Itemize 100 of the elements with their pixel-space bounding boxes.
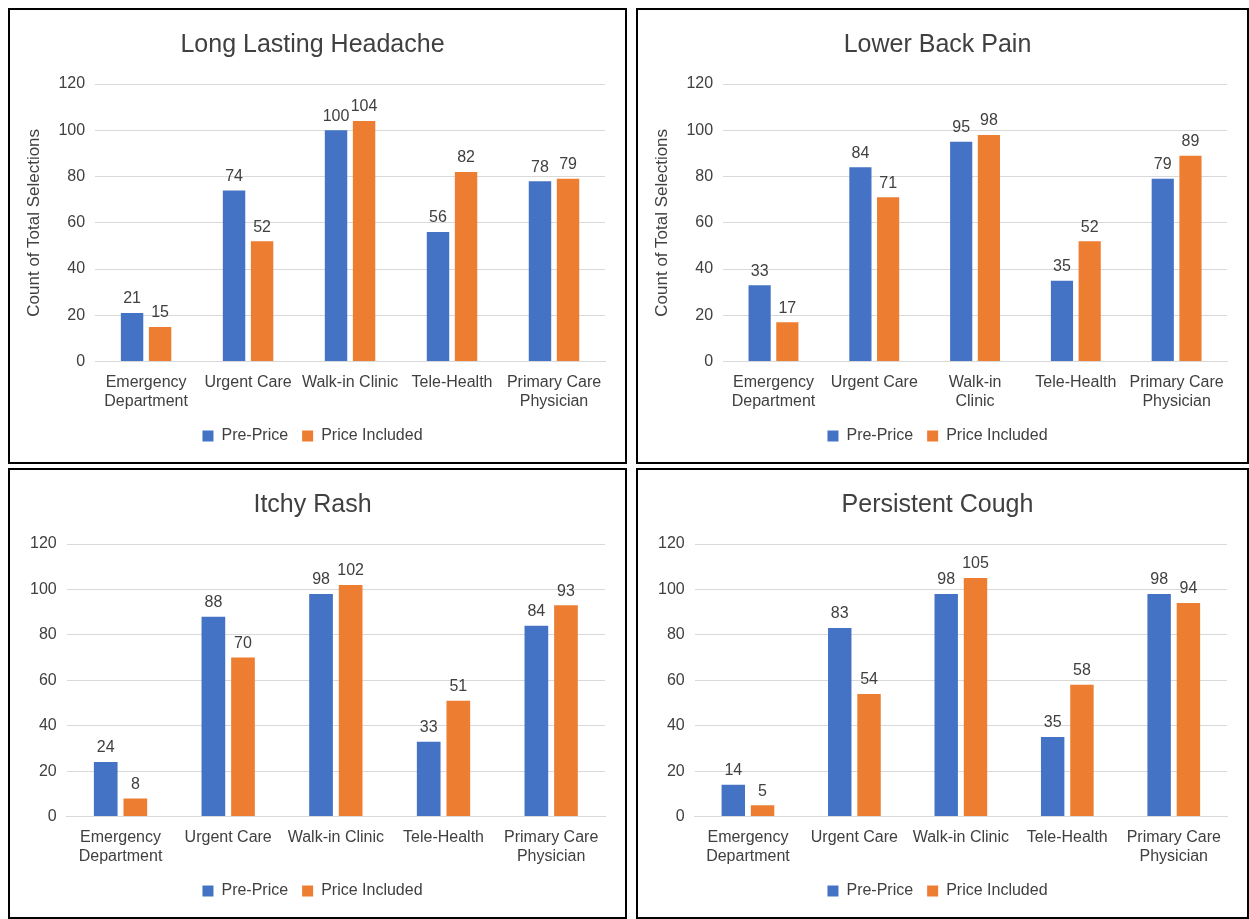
y-axis-title: Count of Total Selections <box>23 128 43 317</box>
data-label: 14 <box>724 761 743 779</box>
y-tick-label: 120 <box>686 74 714 92</box>
bar <box>877 197 900 362</box>
data-label: 84 <box>851 143 870 161</box>
data-label: 100 <box>322 106 350 124</box>
bar <box>828 628 852 817</box>
y-tick-label: 0 <box>76 352 86 370</box>
bar <box>963 578 988 817</box>
data-label: 98 <box>980 111 998 129</box>
bar <box>776 322 799 362</box>
data-label: 70 <box>234 633 252 651</box>
data-label: 51 <box>449 677 468 695</box>
data-label: 33 <box>419 718 438 736</box>
bar <box>352 121 376 362</box>
y-tick-label: 100 <box>657 579 685 597</box>
bar <box>324 130 348 362</box>
data-label: 104 <box>350 97 378 115</box>
bar <box>416 741 441 817</box>
data-label: 82 <box>457 148 476 166</box>
bar <box>950 141 973 362</box>
y-tick-label: 80 <box>695 166 714 184</box>
bar <box>93 762 118 817</box>
bar <box>849 167 872 362</box>
y-tick-label: 40 <box>666 716 685 734</box>
data-label: 17 <box>778 298 797 316</box>
bar <box>1040 737 1065 817</box>
bar <box>556 178 580 362</box>
x-tick-label: Primary Care Physician <box>506 372 602 409</box>
data-label: 88 <box>204 593 223 611</box>
y-tick-label: 60 <box>67 213 86 231</box>
data-label: 71 <box>879 173 898 191</box>
bar <box>721 784 745 817</box>
x-tick-label: Emergency Department <box>731 372 816 409</box>
data-label: 54 <box>860 670 879 688</box>
x-tick-label: Walk-in Clinic <box>912 827 1009 845</box>
bar <box>524 625 549 817</box>
x-tick-label: Urgent Care <box>184 827 272 845</box>
y-tick-label: 40 <box>67 259 86 277</box>
chart-title: Lower Back Pain <box>843 28 1032 57</box>
data-label: 15 <box>151 303 170 321</box>
bar <box>446 700 471 817</box>
data-label: 35 <box>1053 257 1071 275</box>
data-label: 79 <box>1153 155 1172 173</box>
data-label: 74 <box>225 166 244 184</box>
data-label: 83 <box>830 604 849 622</box>
bar <box>338 584 363 817</box>
bar <box>454 171 478 362</box>
data-label: 78 <box>531 157 549 175</box>
legend-label: Pre-Price <box>221 881 289 899</box>
y-tick-label: 120 <box>58 74 86 92</box>
data-label: 58 <box>1073 661 1091 679</box>
bar <box>1050 280 1074 362</box>
legend-label: Price Included <box>946 426 1048 444</box>
chart-title: Persistent Cough <box>841 488 1034 517</box>
y-tick-label: 0 <box>704 352 714 370</box>
y-tick-label: 80 <box>666 625 685 643</box>
y-tick-label: 40 <box>38 716 57 734</box>
y-tick-label: 60 <box>695 213 714 231</box>
y-axis-title: Count of Total Selections <box>651 128 671 317</box>
x-tick-label: Urgent Care <box>810 827 899 845</box>
x-tick-label: Emergency Department <box>706 827 791 864</box>
bar <box>1078 241 1101 362</box>
legend-label: Price Included <box>321 881 423 899</box>
data-label: 52 <box>1080 217 1099 235</box>
bar <box>1147 593 1171 817</box>
bar <box>857 693 881 817</box>
data-label: 105 <box>962 554 989 572</box>
bar <box>934 593 958 817</box>
bar <box>977 134 1000 362</box>
data-label: 24 <box>96 738 115 756</box>
data-label: 95 <box>952 118 971 136</box>
x-tick-label: Primary Care Physician <box>1126 827 1221 864</box>
chart-title: Itchy Rash <box>253 488 372 517</box>
y-tick-label: 20 <box>695 305 714 323</box>
bar <box>1176 603 1201 817</box>
legend-label: Pre-Price <box>846 426 914 444</box>
bar <box>528 181 552 362</box>
y-tick-label: 120 <box>29 534 57 552</box>
data-label: 84 <box>527 602 546 620</box>
bar <box>426 232 450 362</box>
data-label: 98 <box>312 570 331 588</box>
x-tick-label: Tele-Health <box>403 827 484 845</box>
chart-title: Long Lasting Headache <box>180 28 445 57</box>
x-tick-label: Walk-in Clinic <box>301 372 399 390</box>
data-label: 56 <box>429 208 448 226</box>
x-tick-label: Primary Care Physician <box>1129 372 1224 409</box>
data-label: 35 <box>1043 713 1062 731</box>
y-tick-label: 100 <box>58 120 86 138</box>
legend-label: Pre-Price <box>846 881 914 899</box>
bar <box>148 326 172 362</box>
y-tick-label: 60 <box>38 670 57 688</box>
x-tick-label: Tele-Health <box>1026 827 1108 845</box>
bar <box>750 805 775 817</box>
legend-label: Pre-Price <box>221 426 289 444</box>
data-label: 102 <box>337 561 365 579</box>
y-tick-label: 60 <box>666 670 685 688</box>
y-tick-label: 100 <box>29 579 57 597</box>
x-tick-label: Emergency Department <box>104 372 189 409</box>
y-tick-label: 80 <box>67 166 86 184</box>
